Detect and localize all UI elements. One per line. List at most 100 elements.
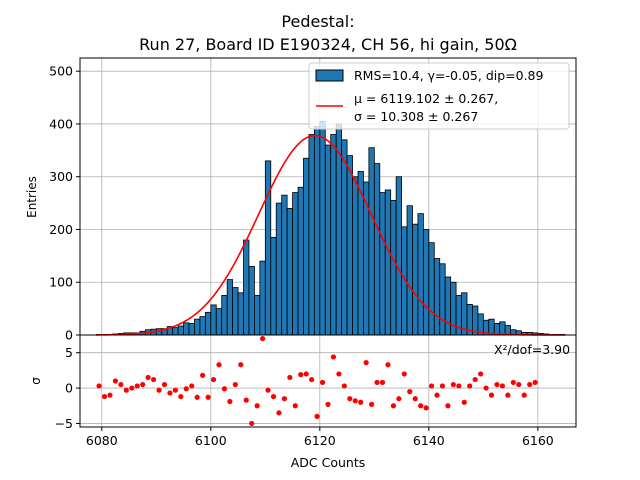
residual-point: [516, 381, 522, 388]
bottom-y-axis-label: σ: [29, 377, 43, 385]
histogram-bar: [232, 287, 239, 336]
x-tick-label: 6080: [86, 433, 118, 448]
residual-point: [369, 401, 375, 407]
histogram-bar: [243, 239, 250, 336]
histogram-bar: [341, 139, 348, 336]
residual-point: [456, 383, 462, 389]
residual-point: [358, 399, 364, 405]
histogram-bar: [199, 316, 206, 336]
residual-point: [129, 385, 135, 391]
residual-point: [341, 383, 347, 389]
top-y-tick-label: 0: [65, 328, 73, 343]
residual-point: [385, 362, 391, 368]
top-y-tick-label: 400: [49, 116, 73, 131]
top-y-tick-label: 200: [49, 222, 73, 237]
residual-point: [210, 376, 217, 383]
residual-point: [216, 362, 222, 368]
histogram-bar: [237, 292, 244, 336]
residual-points: [96, 335, 538, 427]
residual-point: [467, 383, 473, 389]
top-y-ticks: 0 100 200 300 400 500: [49, 64, 80, 343]
residual-point: [352, 398, 358, 404]
residual-point: [221, 386, 228, 392]
residual-point: [319, 379, 326, 386]
bottom-gridlines: [80, 335, 576, 427]
residual-point: [167, 390, 173, 396]
histogram-bar: [324, 144, 332, 336]
chi2-annotation: X²/dof=3.90: [494, 342, 570, 357]
histogram-bars: [95, 120, 566, 336]
residual-point: [107, 392, 113, 398]
residual-point: [439, 383, 446, 389]
x-tick-label: 6120: [304, 433, 336, 448]
residual-point: [314, 413, 320, 419]
residual-point: [461, 399, 467, 405]
residual-point: [276, 410, 282, 416]
legend-bar-swatch: [315, 69, 344, 82]
residual-point: [112, 378, 119, 384]
bottom-y-tick-label: −5: [55, 416, 73, 431]
bottom-y-tick-label: 0: [65, 381, 73, 396]
residual-point: [309, 376, 315, 383]
histogram-bar: [395, 176, 402, 336]
residual-point: [428, 383, 435, 389]
residual-point: [374, 379, 380, 386]
legend: RMS=10.4, γ=-0.05, dip=0.89 μ = 6119.102…: [308, 62, 570, 130]
histogram-bar: [319, 120, 326, 336]
bottom-x-ticks: 6080 6100 6120 6140 6160: [86, 427, 554, 448]
histogram-bar: [330, 134, 337, 336]
histogram-bar: [313, 126, 321, 336]
residual-point: [189, 383, 195, 389]
bottom-y-tick-label: 5: [65, 345, 73, 360]
residual-point: [172, 387, 178, 393]
histogram-bar: [504, 325, 511, 336]
residual-point: [156, 387, 162, 393]
histogram-bar: [172, 327, 179, 336]
histogram-bar: [177, 325, 184, 336]
residual-point: [450, 381, 456, 388]
histogram-bar: [188, 322, 195, 336]
residual-point: [423, 405, 429, 411]
residual-point: [527, 381, 533, 388]
residual-point: [521, 392, 527, 398]
histogram-bar: [406, 205, 413, 336]
histogram-bar: [384, 189, 392, 336]
residual-point: [412, 396, 418, 402]
residual-point: [390, 403, 397, 409]
histogram-bar: [297, 186, 304, 336]
residual-point: [488, 392, 495, 398]
residual-point: [183, 386, 189, 392]
histogram-bar: [259, 260, 266, 336]
bottom-y-ticks: −5 0 5: [55, 345, 80, 431]
residual-point: [227, 398, 233, 405]
histogram-bar: [379, 192, 386, 336]
residual-point: [407, 389, 413, 395]
residual-point: [123, 387, 129, 393]
legend-bar-label: RMS=10.4, γ=-0.05, dip=0.89: [354, 68, 544, 83]
residual-point: [494, 381, 500, 388]
residual-point: [259, 335, 266, 342]
histogram-bar: [422, 229, 430, 336]
residual-point: [140, 381, 146, 388]
histogram-bar: [303, 157, 310, 336]
histogram-bar: [444, 276, 452, 336]
histogram-bar: [204, 311, 212, 336]
histogram-bar: [433, 258, 441, 336]
histogram-bar: [270, 236, 277, 336]
histogram-bar: [390, 200, 397, 336]
histogram-bar: [248, 266, 255, 336]
residual-point: [270, 393, 277, 400]
residual-point: [194, 394, 200, 400]
top-y-tick-label: 300: [49, 169, 73, 184]
residual-point: [505, 392, 511, 398]
histogram-bar: [499, 321, 506, 336]
histogram-bar: [450, 281, 457, 336]
residual-point: [401, 371, 407, 377]
histogram-bar: [275, 202, 283, 336]
x-tick-label: 6140: [413, 433, 445, 448]
histogram-bar: [264, 160, 272, 336]
legend-box: [308, 62, 570, 130]
residual-point: [472, 376, 478, 383]
histogram-bar: [254, 295, 261, 336]
